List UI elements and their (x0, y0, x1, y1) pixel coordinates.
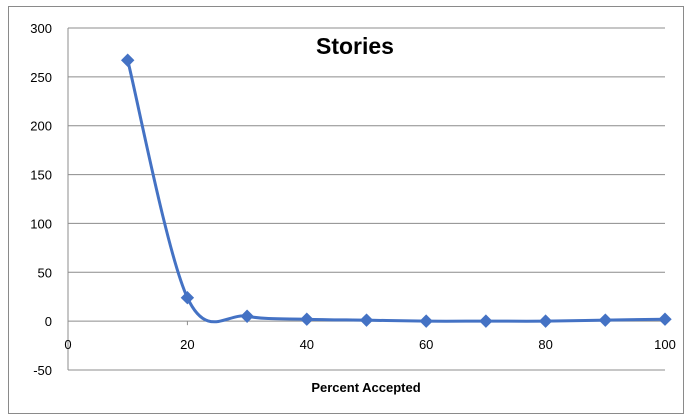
data-point (479, 314, 493, 328)
x-tick-label: 40 (300, 337, 314, 352)
y-tick-label: 50 (38, 265, 52, 280)
data-point (180, 290, 195, 305)
data-point (538, 314, 553, 328)
chart-title: Stories (316, 33, 394, 59)
data-point (359, 313, 374, 327)
y-tick-label: 300 (30, 21, 52, 36)
y-tick-label: 250 (30, 70, 52, 85)
x-tick-label: 0 (64, 337, 71, 352)
y-tick-label: 100 (30, 216, 52, 231)
data-point (598, 313, 613, 327)
x-tick-labels: 0 20 40 60 80 100 (64, 337, 675, 352)
x-tick-label: 100 (654, 337, 676, 352)
x-axis-label: Percent Accepted (311, 380, 420, 395)
x-tick-label: 60 (419, 337, 433, 352)
y-tick-label: -50 (33, 363, 52, 378)
data-point (240, 309, 254, 323)
data-point (658, 312, 672, 326)
y-tick-labels: 300 250 200 150 100 50 0 -50 (30, 21, 52, 378)
series-markers (120, 53, 672, 328)
y-tick-label: 200 (30, 119, 52, 134)
y-tick-label: 0 (45, 314, 52, 329)
data-point (120, 53, 135, 67)
chart-frame (8, 6, 684, 414)
data-point (419, 314, 433, 328)
x-tick-label: 80 (538, 337, 552, 352)
data-point (300, 312, 314, 326)
series-line (126, 59, 666, 324)
gridlines (68, 27, 665, 371)
y-tick-label: 150 (30, 168, 52, 183)
x-tick-label: 20 (180, 337, 194, 352)
